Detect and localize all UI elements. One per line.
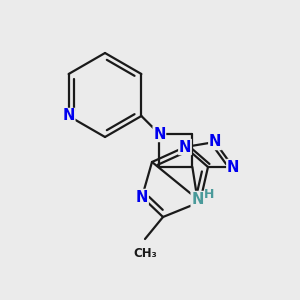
Text: N: N — [153, 127, 166, 142]
Text: CH₃: CH₃ — [133, 247, 157, 260]
Text: N: N — [209, 134, 221, 149]
Text: H: H — [204, 188, 214, 200]
Text: N: N — [227, 160, 239, 175]
Text: N: N — [179, 140, 191, 154]
Text: N: N — [136, 190, 148, 205]
Text: N: N — [191, 191, 204, 206]
Text: N: N — [62, 109, 75, 124]
